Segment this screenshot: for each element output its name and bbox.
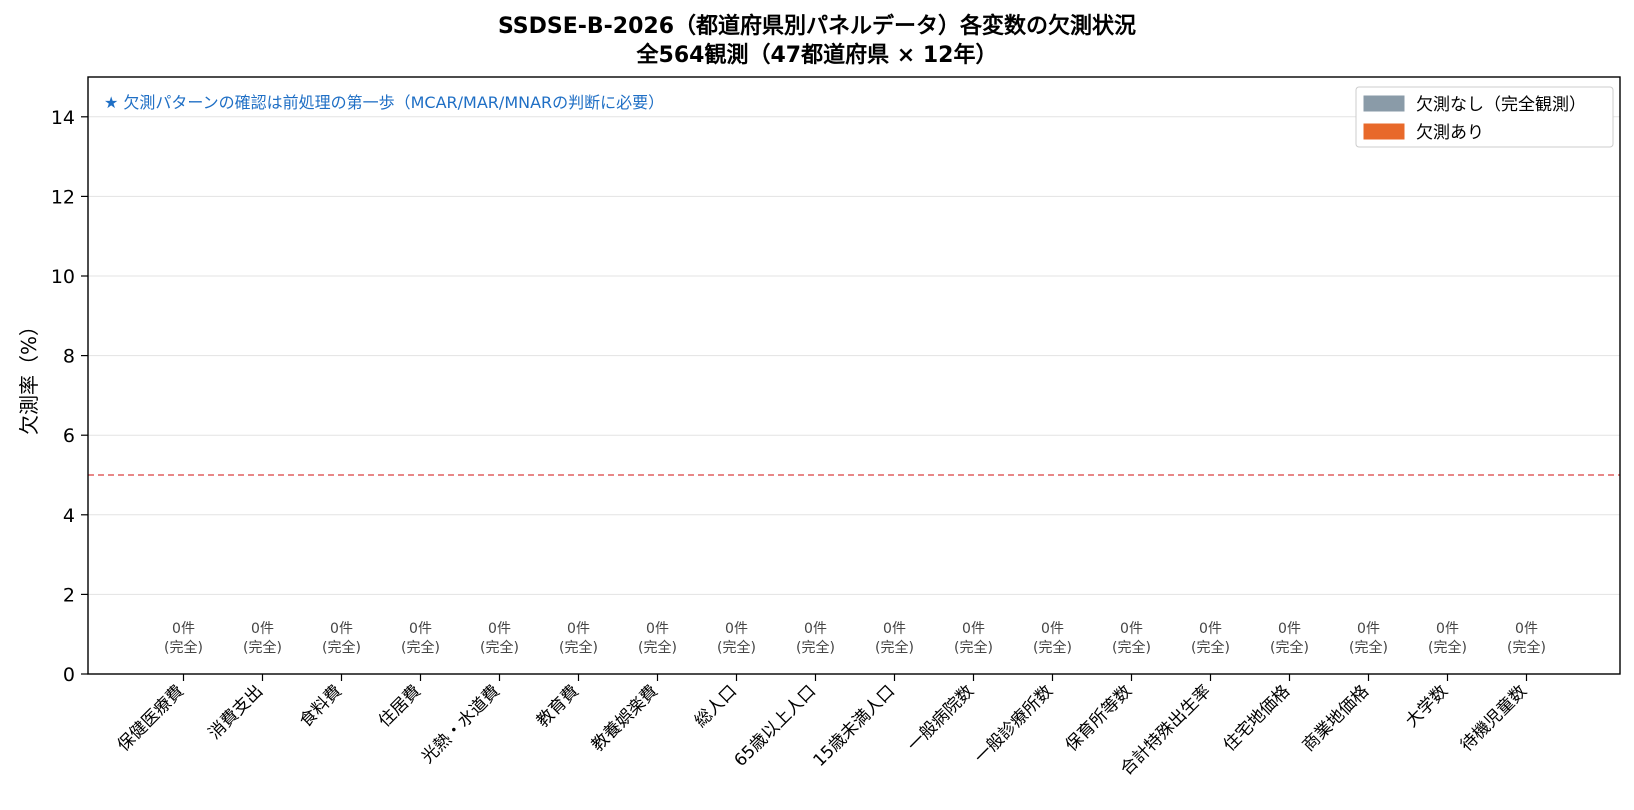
y-tick-label: 8 xyxy=(63,346,75,368)
bar-label-status: (完全) xyxy=(322,639,361,656)
x-tick-label: 15歳未満人口 xyxy=(809,681,899,771)
bar-label-count: 0件 xyxy=(725,621,748,637)
x-tick-label: 住宅地価格 xyxy=(1220,681,1294,755)
bar-label-status: (完全) xyxy=(1033,639,1072,656)
bar-label-count: 0件 xyxy=(488,621,511,637)
x-tick-label: 保育所等数 xyxy=(1062,681,1136,755)
chart-title-line2: 全564観測（47都道府県 × 12年） xyxy=(636,43,998,68)
bar-label-status: (完全) xyxy=(954,639,993,656)
y-tick-label: 4 xyxy=(63,505,75,527)
bar-label-count: 0件 xyxy=(1041,621,1064,637)
legend: 欠測なし（完全観測） 欠測あり xyxy=(1355,86,1614,148)
bar-label-count: 0件 xyxy=(409,621,432,637)
x-tick-label: 保健医療費 xyxy=(114,681,188,755)
x-tick-label: 食料費 xyxy=(296,681,346,731)
bar-label-status: (完全) xyxy=(717,639,756,656)
bar-label-status: (完全) xyxy=(401,639,440,656)
y-axis-label: 欠測率（%） xyxy=(17,316,41,435)
x-tick-label: 住居費 xyxy=(375,681,425,731)
bar-label-count: 0件 xyxy=(883,621,906,637)
bar-label-count: 0件 xyxy=(962,621,985,637)
x-tick-label: 消費支出 xyxy=(205,681,267,743)
grid-lines xyxy=(88,116,1620,675)
bar-labels: 0件 (完全) 0件 (完全) 0件 (完全) 0件 (完全) 0件 (完全) 0件 (完全) 0件 (完… xyxy=(164,621,1546,656)
bar-label-count: 0件 xyxy=(1120,621,1143,637)
bar-label-status: (完全) xyxy=(1349,639,1388,656)
bar-label-count: 0件 xyxy=(804,621,827,637)
legend-box xyxy=(1355,86,1614,148)
bar-label-count: 0件 xyxy=(330,621,353,637)
legend-swatch xyxy=(1363,123,1405,140)
bar-label-count: 0件 xyxy=(1357,621,1380,637)
y-tick-label: 6 xyxy=(63,425,75,447)
y-tick-label: 2 xyxy=(63,584,75,606)
legend-swatch xyxy=(1363,95,1405,112)
x-tick-label: 教養娯楽費 xyxy=(588,681,662,755)
x-tick-label: 光熱・水道費 xyxy=(418,681,504,767)
y-tick-label: 14 xyxy=(51,107,75,129)
x-tick-label: 総人口 xyxy=(691,681,741,731)
annotation-note: ★ 欠測パターンの確認は前処理の第一歩（MCAR/MAR/MNARの判断に必要） xyxy=(104,93,664,112)
legend-label: 欠測なし（完全観測） xyxy=(1416,95,1586,115)
legend-label: 欠測あり xyxy=(1416,123,1484,143)
bar-label-status: (完全) xyxy=(638,639,677,656)
bar-label-count: 0件 xyxy=(172,621,195,637)
bar-label-count: 0件 xyxy=(646,621,669,637)
bar-label-status: (完全) xyxy=(1112,639,1151,656)
y-tick-label: 10 xyxy=(51,266,75,288)
y-tick-label: 12 xyxy=(51,186,75,208)
chart-title-line1: SSDSE-B-2026（都道府県別パネルデータ）各変数の欠測状況 xyxy=(497,14,1137,39)
x-tick-label: 65歳以上人口 xyxy=(730,681,820,771)
bar-label-status: (完全) xyxy=(243,639,282,656)
bar-label-count: 0件 xyxy=(1515,621,1538,637)
bar-label-status: (完全) xyxy=(875,639,914,656)
bar-label-status: (完全) xyxy=(164,639,203,656)
y-axis-ticks: 0 2 4 6 8 10 12 14 xyxy=(51,107,88,686)
y-tick-label: 0 xyxy=(63,664,75,686)
x-tick-label: 商業地価格 xyxy=(1299,681,1373,755)
bar-label-status: (完全) xyxy=(1270,639,1309,656)
bar-label-status: (完全) xyxy=(559,639,598,656)
bar-label-status: (完全) xyxy=(480,639,519,656)
bar-label-count: 0件 xyxy=(251,621,274,637)
x-tick-label: 大学数 xyxy=(1402,681,1452,731)
bar-label-count: 0件 xyxy=(1278,621,1301,637)
x-tick-label: 一般病院数 xyxy=(904,681,978,755)
bar-label-status: (完全) xyxy=(1191,639,1230,656)
bar-label-status: (完全) xyxy=(1507,639,1546,656)
x-tick-label: 教育費 xyxy=(533,681,583,731)
x-tick-label: 一般診療所数 xyxy=(971,681,1057,767)
plot-frame xyxy=(87,76,1621,675)
bar-label-count: 0件 xyxy=(1436,621,1459,637)
bar-label-count: 0件 xyxy=(567,621,590,637)
bar-label-status: (完全) xyxy=(796,639,835,656)
bar-label-status: (完全) xyxy=(1428,639,1467,656)
bar-label-count: 0件 xyxy=(1199,621,1222,637)
x-tick-label: 待機児童数 xyxy=(1457,681,1531,755)
